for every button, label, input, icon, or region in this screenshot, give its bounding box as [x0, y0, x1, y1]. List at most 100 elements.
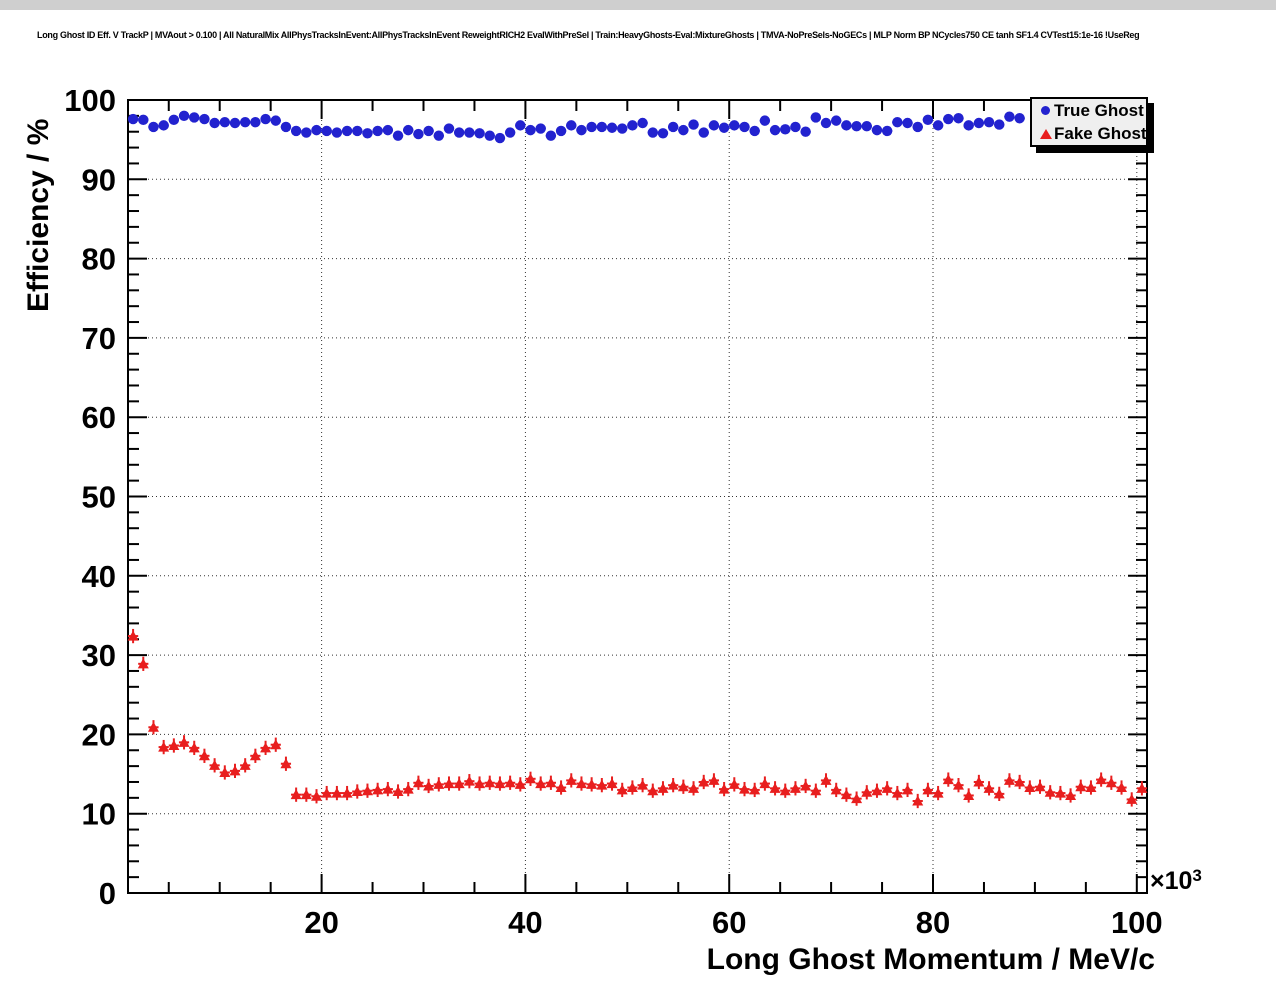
- data-point-circle: [902, 117, 913, 129]
- data-point-circle: [800, 126, 811, 137]
- data-point-triangle: [983, 782, 995, 793]
- data-point-triangle: [667, 779, 679, 790]
- data-point-triangle: [810, 785, 822, 796]
- data-point-triangle: [219, 766, 231, 777]
- y-tick-label-100: 100: [64, 83, 116, 118]
- data-point-triangle: [555, 782, 567, 793]
- data-point-triangle: [1126, 793, 1138, 804]
- data-point-triangle: [209, 759, 221, 770]
- data-point-triangle: [657, 782, 669, 793]
- axis-ticks: [128, 99, 1147, 894]
- data-point-triangle: [1003, 774, 1015, 785]
- data-point-triangle: [392, 785, 404, 796]
- legend-entry-true-ghost: True Ghost: [1032, 99, 1146, 122]
- data-point-triangle: [484, 777, 496, 788]
- plot-frame[interactable]: [127, 99, 1148, 894]
- data-point-circle: [596, 121, 608, 133]
- data-point-triangle: [963, 789, 975, 800]
- data-point-circle: [810, 112, 822, 123]
- data-point-triangle: [1116, 782, 1128, 793]
- data-point-circle: [973, 117, 985, 129]
- data-point-circle: [372, 125, 383, 137]
- data-point-circle: [881, 125, 893, 137]
- data-point-circle: [627, 120, 638, 131]
- data-point-circle: [494, 132, 506, 144]
- y-tick-label-40: 40: [82, 559, 116, 594]
- x-tick-label-60: 60: [712, 905, 746, 940]
- data-point-circle: [484, 130, 495, 141]
- data-point-circle: [678, 124, 689, 136]
- x-axis-exponent: ×103: [1150, 866, 1202, 896]
- data-point-circle: [331, 127, 343, 138]
- data-point-triangle: [1024, 782, 1036, 793]
- legend-label: Fake Ghost: [1054, 123, 1147, 143]
- x-tick-label-20: 20: [304, 905, 338, 940]
- data-point-triangle: [932, 787, 944, 798]
- data-point-circle: [790, 121, 801, 133]
- data-point-triangle: [749, 784, 761, 795]
- data-point-circle: [209, 117, 220, 129]
- data-point-triangle: [616, 784, 628, 795]
- data-point-circle: [759, 115, 771, 126]
- data-point-circle: [576, 124, 587, 136]
- y-tick-label-20: 20: [82, 717, 116, 752]
- data-point-triangle: [341, 787, 353, 798]
- data-point-triangle: [738, 783, 750, 794]
- data-point-circle: [545, 130, 557, 141]
- data-point-triangle: [433, 778, 445, 789]
- data-point-circle: [280, 121, 292, 133]
- y-tick-label-30: 30: [82, 638, 116, 673]
- data-point-triangle: [311, 790, 323, 801]
- data-point-circle: [749, 125, 760, 137]
- data-point-triangle: [789, 782, 801, 793]
- tick-labels: 0 10 20 30 40 50 60 70 80 90 100 20 40 60 80 100: [64, 83, 1162, 940]
- data-point-triangle: [626, 782, 638, 793]
- data-point-circle: [413, 128, 424, 140]
- data-point-triangle: [596, 779, 608, 790]
- data-point-circle: [637, 117, 648, 129]
- series-true-ghost: [127, 110, 1025, 144]
- data-point-triangle: [412, 777, 424, 788]
- x-axis-title: Long Ghost Momentum / MeV/c: [706, 943, 1155, 976]
- data-point-circle: [841, 120, 852, 131]
- data-point-triangle: [137, 658, 149, 669]
- data-point-triangle: [1054, 787, 1066, 798]
- data-point-triangle: [586, 778, 598, 789]
- data-point-circle: [820, 117, 832, 129]
- data-point-circle: [586, 121, 597, 133]
- data-point-circle: [943, 113, 954, 125]
- data-point-triangle: [249, 750, 261, 761]
- data-point-triangle: [514, 778, 526, 789]
- grid-lines: [128, 100, 1147, 893]
- series-fake-ghost: [127, 628, 1148, 809]
- x-tick-label-100: 100: [1111, 905, 1163, 940]
- data-point-circle: [606, 122, 618, 133]
- data-point-triangle: [575, 778, 587, 789]
- data-point-triangle: [1014, 776, 1026, 787]
- data-point-triangle: [453, 778, 465, 789]
- data-point-circle: [341, 125, 353, 137]
- data-point-circle: [922, 114, 934, 126]
- data-point-circle: [698, 127, 709, 138]
- data-point-circle: [311, 124, 322, 136]
- legend-box[interactable]: True Ghost Fake Ghost: [1030, 97, 1148, 147]
- data-point-circle: [647, 127, 658, 138]
- data-point-triangle: [728, 778, 740, 789]
- data-point-triangle: [942, 774, 954, 785]
- data-point-circle: [403, 124, 414, 136]
- data-point-triangle: [270, 739, 282, 750]
- data-point-circle: [464, 127, 475, 138]
- data-point-triangle: [840, 789, 852, 800]
- legend-label: True Ghost: [1054, 100, 1144, 120]
- data-point-circle: [270, 115, 281, 126]
- data-point-circle: [239, 117, 251, 128]
- data-point-triangle: [300, 789, 312, 800]
- data-point-circle: [739, 121, 750, 133]
- data-point-triangle: [565, 774, 577, 785]
- data-point-triangle: [545, 777, 557, 788]
- data-point-circle: [127, 113, 139, 125]
- data-point-triangle: [912, 795, 924, 806]
- data-point-triangle: [168, 740, 180, 751]
- data-point-circle: [780, 124, 791, 135]
